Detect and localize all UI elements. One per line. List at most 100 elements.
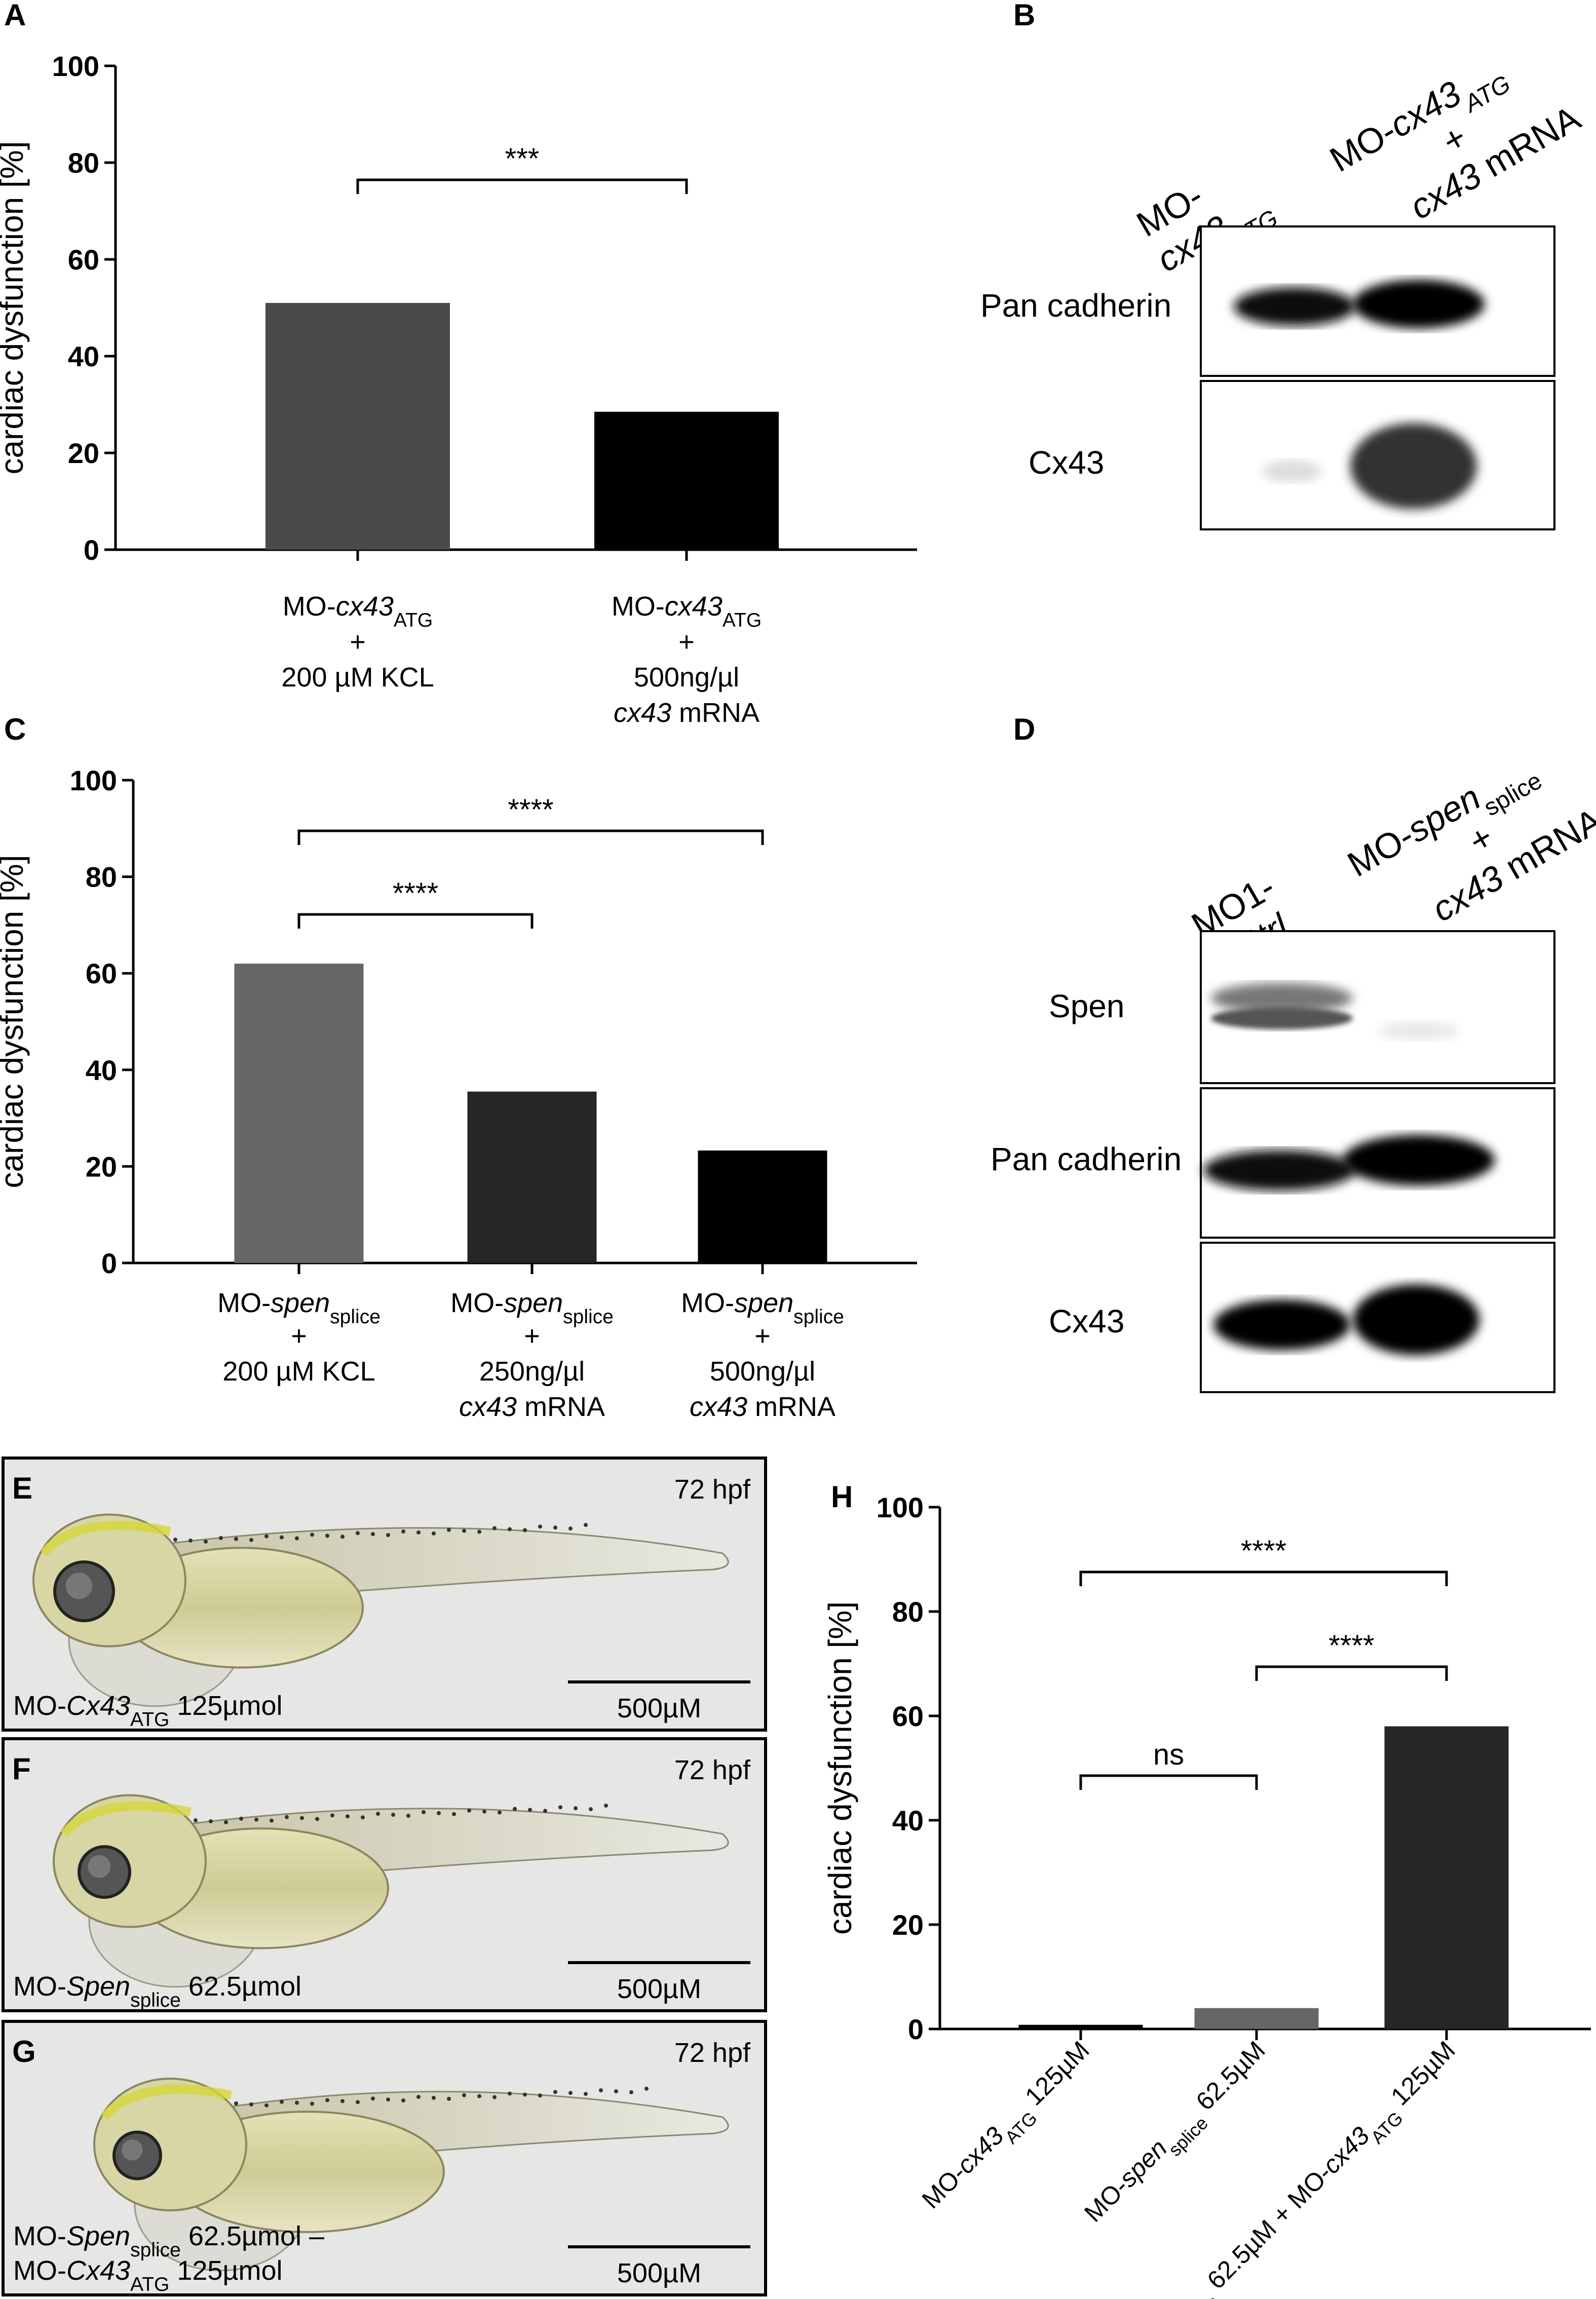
western-blot-d: MO1- Ctrl MO-spensplice + cx43 mRNA Spen… <box>991 767 1596 1393</box>
pigment-dot <box>391 1813 395 1817</box>
pigment-dot <box>386 2097 390 2102</box>
chart-a: 0 20 40 60 80 100 cardiac dysfunction [%] *** MO… <box>0 50 917 728</box>
pigment-dot <box>330 1813 334 1818</box>
y-tick-label: 80 <box>68 147 99 179</box>
band-b-pancad-1 <box>1234 287 1355 326</box>
pigment-dot <box>340 2099 345 2103</box>
pigment-dot <box>416 1530 421 1535</box>
x-category-label: + <box>291 1321 307 1351</box>
blot-row-label-d2: Pan cadherin <box>991 1141 1182 1177</box>
y-tick-label: 60 <box>68 244 99 276</box>
y-axis-title: cardiac dysfunction [%] <box>822 1601 858 1935</box>
significance-label: **** <box>1241 1535 1286 1567</box>
pigment-dot <box>361 1815 365 1820</box>
significance-bracket <box>1079 1774 1258 1790</box>
bar <box>1194 2008 1319 2029</box>
pigment-dot <box>498 1810 502 1815</box>
pigment-dot <box>204 1539 208 1544</box>
head-pigment <box>101 2084 232 2121</box>
pigment-dot <box>325 2098 329 2102</box>
pigment-dot <box>422 1810 426 1814</box>
band-d-pancad-1 <box>1203 1150 1355 1191</box>
pigment-dot <box>432 1531 436 1536</box>
larva-eye-lens <box>122 2139 143 2161</box>
pigment-dot <box>543 1809 547 1813</box>
blot-row-label-d1: Spen <box>1049 988 1124 1024</box>
pigment-dot <box>219 1536 223 1540</box>
chart-c: 0 20 40 60 80 100 cardiac dysfunction [%] **** *… <box>0 764 917 1422</box>
pigment-dot <box>285 1815 289 1819</box>
band-d-cx43-1 <box>1213 1299 1350 1350</box>
pigment-dot <box>239 1816 243 1821</box>
y-tick-label: 20 <box>892 1909 924 1941</box>
pigment-dot <box>234 2101 238 2105</box>
bar <box>1018 2024 1143 2029</box>
significance-bracket <box>356 178 688 194</box>
pigment-dot <box>584 1523 588 1527</box>
y-tick-label: 40 <box>68 340 99 372</box>
significance-bracket <box>297 829 764 845</box>
scale-bar-label: 500µM <box>617 1974 701 2004</box>
pigment-dot <box>467 1808 471 1813</box>
pigment-dot <box>508 1527 512 1531</box>
pigment-dot <box>406 1814 410 1818</box>
y-axis-title: cardiac dysfunction [%] <box>0 141 30 474</box>
pigment-dot <box>528 1808 532 1812</box>
pigment-dot <box>188 1539 193 1543</box>
significance-label: *** <box>505 142 540 175</box>
x-category-label: + <box>524 1321 540 1351</box>
pigment-dot <box>356 2100 360 2104</box>
photo-panel-f: 72 hpf 500µM F MO-Spensplice 62.5µmol <box>2 1737 767 2012</box>
pigment-dot <box>310 2101 314 2106</box>
pigment-dot <box>584 2092 588 2096</box>
panel-letter-c: C <box>4 712 26 746</box>
bar <box>234 964 364 1263</box>
y-axis-title: cardiac dysfunction [%] <box>0 855 30 1188</box>
pigment-dot <box>644 2086 649 2091</box>
pigment-dot <box>568 1526 573 1531</box>
significance-bracket <box>1079 1570 1448 1586</box>
significance-label: **** <box>1328 1629 1374 1662</box>
band-d-pancad-2 <box>1343 1135 1495 1185</box>
y-tick-label: 0 <box>908 2013 924 2045</box>
y-tick-label: 100 <box>52 50 99 82</box>
y-tick-label: 0 <box>84 534 99 566</box>
y-tick-label: 20 <box>86 1151 117 1182</box>
x-category-label: MO-cx43ATG <box>612 591 762 631</box>
x-category-label: + <box>754 1321 771 1351</box>
pigment-dot <box>614 2089 618 2093</box>
y-tick-label: 60 <box>892 1700 924 1732</box>
x-category-label: MO-cx43ATG 125µM <box>917 2036 1101 2220</box>
pigment-dot <box>452 1812 456 1816</box>
pigment-dot <box>234 1537 238 1541</box>
y-tick-label: 0 <box>101 1247 117 1279</box>
photo-panel-g: 72 hpf 500µM G MO-Spensplice 62.5µmol –MO-C… <box>2 2020 767 2296</box>
x-category-label: MO-cx43ATG <box>283 591 433 631</box>
photo-caption: MO-Spensplice 62.5µmol – <box>13 2221 324 2261</box>
pigment-dot <box>401 2098 405 2103</box>
significance-label: **** <box>393 877 438 910</box>
pigment-dot <box>589 1807 593 1812</box>
y-tick-label: 40 <box>86 1054 117 1086</box>
photo-caption: MO-Cx43ATG 125µmol <box>13 2255 283 2295</box>
pigment-dot <box>523 1528 527 1532</box>
panel-letter: F <box>12 1752 31 1786</box>
x-category-label: cx43 mRNA <box>614 698 759 728</box>
x-category-label: MO-spensplice <box>450 1288 614 1328</box>
pigment-dot <box>386 1533 390 1538</box>
pigment-dot <box>346 1814 350 1819</box>
x-category-label: 500ng/µl <box>710 1356 815 1387</box>
x-category-label: 200 µM KCL <box>281 662 434 693</box>
pigment-dot <box>300 1816 304 1820</box>
pigment-dot <box>310 1532 314 1537</box>
head-pigment <box>40 1521 171 1556</box>
y-tick-label: 100 <box>70 764 117 796</box>
pigment-dot <box>249 2102 253 2106</box>
pigment-dot <box>264 1534 269 1539</box>
lane-d2-line2: + <box>1462 817 1500 861</box>
pigment-dot <box>437 1811 441 1815</box>
pigment-dot <box>513 1807 517 1811</box>
pigment-dot <box>295 1536 299 1541</box>
pigment-dot <box>371 1532 375 1537</box>
